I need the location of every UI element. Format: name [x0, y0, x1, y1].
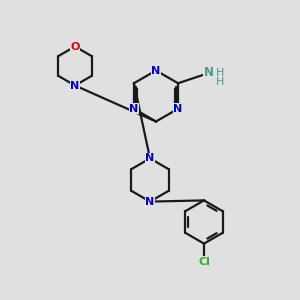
Text: N: N [173, 104, 183, 114]
Text: Cl: Cl [198, 256, 210, 267]
Text: H: H [216, 77, 224, 87]
Text: O: O [70, 41, 80, 52]
Text: N: N [146, 153, 154, 164]
Text: N: N [70, 80, 80, 91]
Text: N: N [152, 65, 160, 76]
Text: H: H [216, 68, 224, 78]
Text: N: N [129, 104, 139, 114]
Text: N: N [204, 66, 214, 79]
Text: N: N [146, 196, 154, 207]
